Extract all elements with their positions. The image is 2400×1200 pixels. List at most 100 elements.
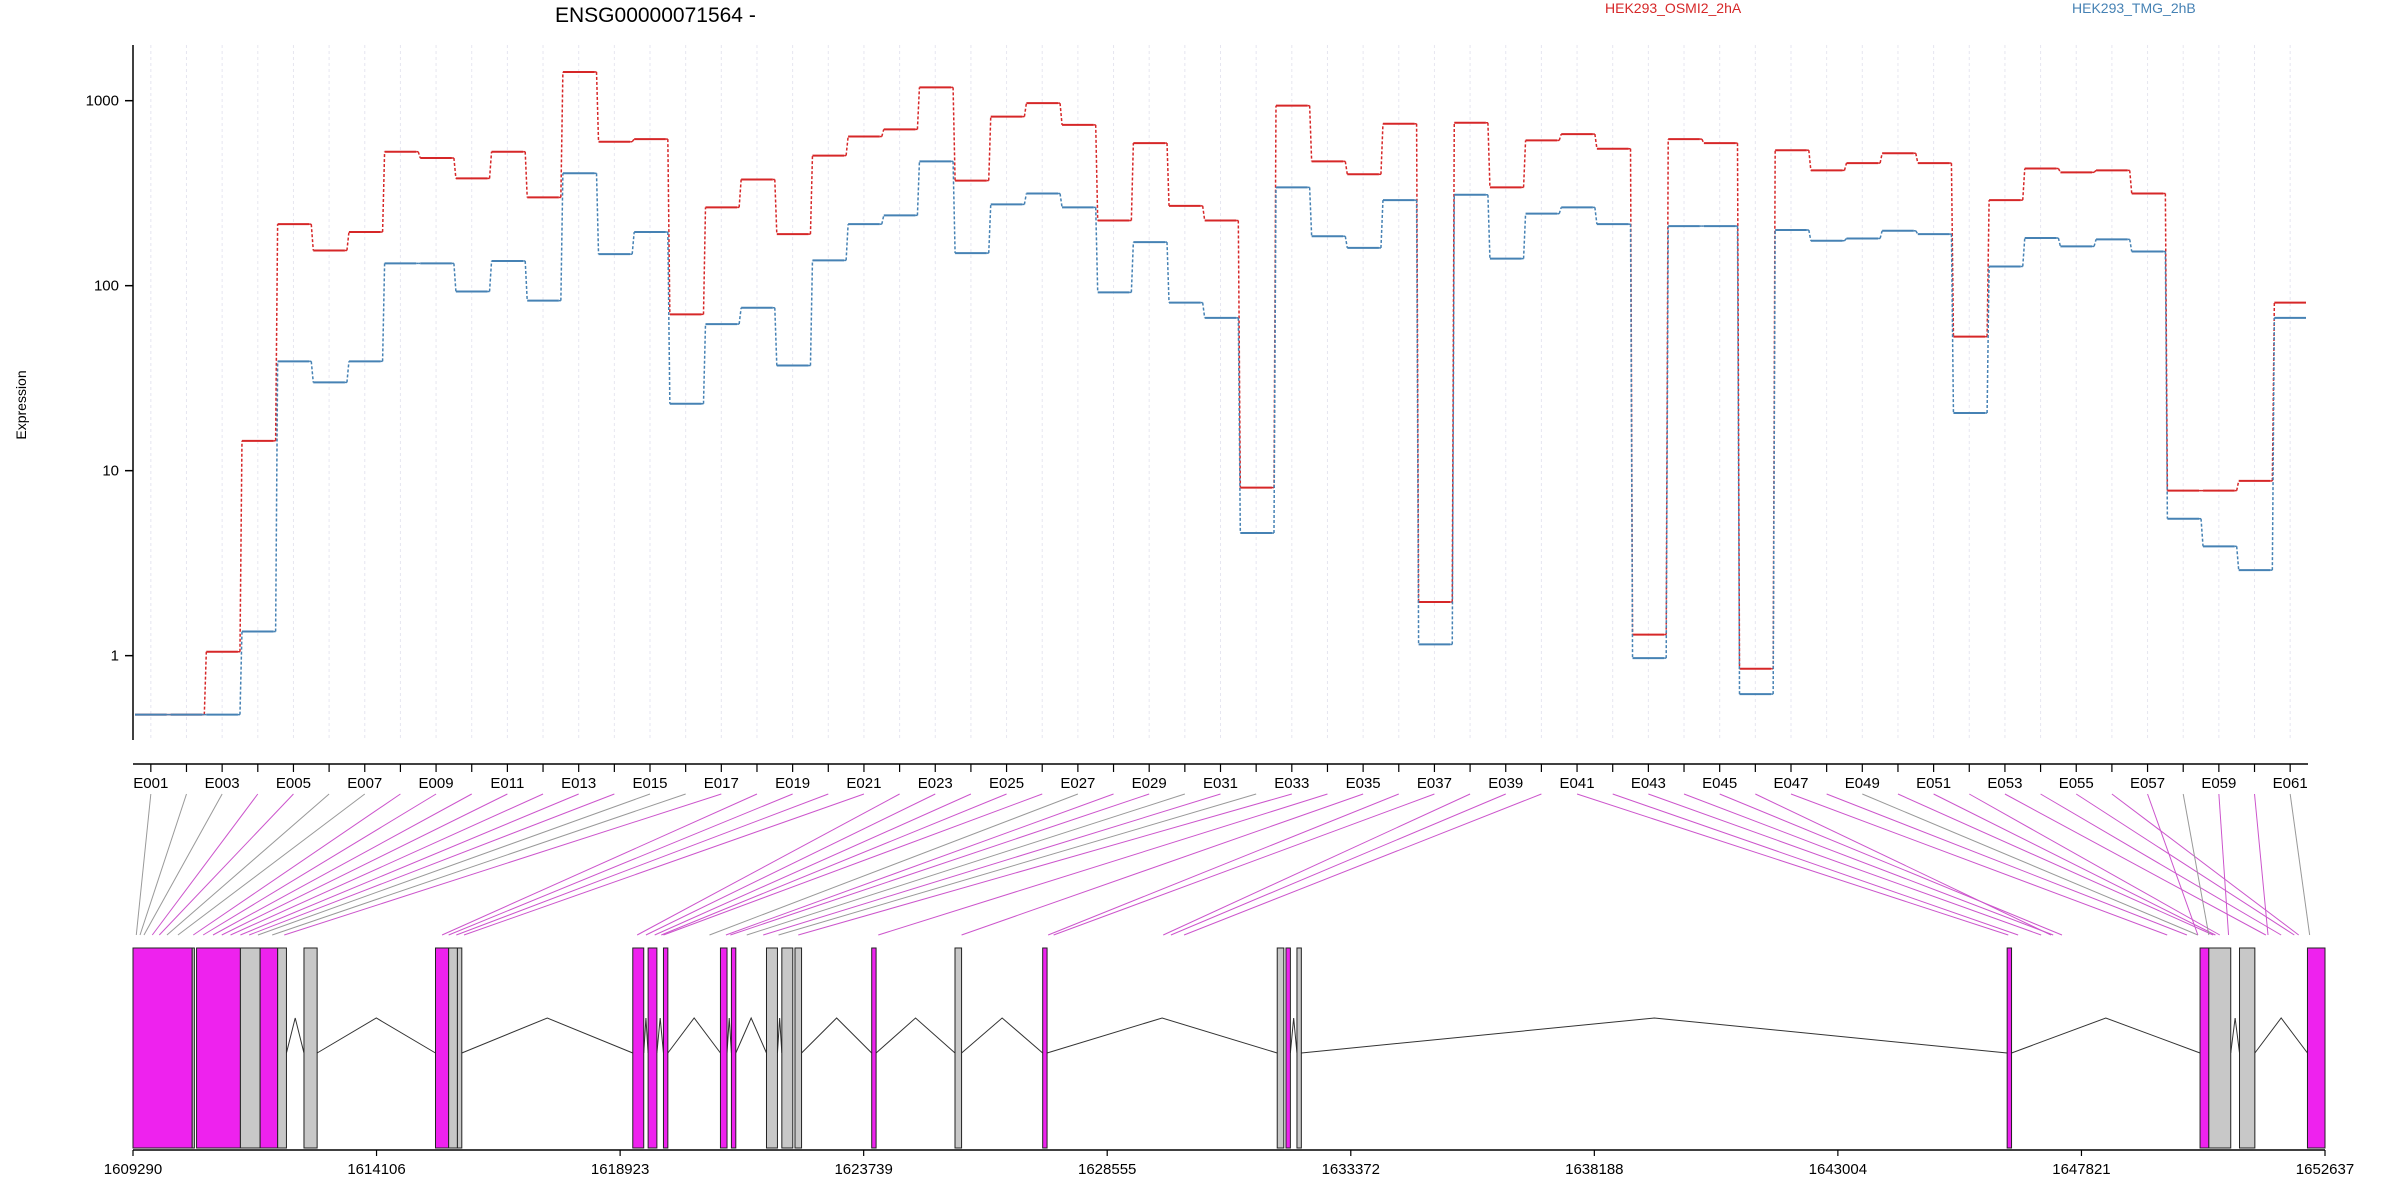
x-tick-label: E019 [775,775,810,792]
exon-connector [1862,793,2199,936]
intron-line [656,1017,664,1054]
exon-block [1296,947,1302,1149]
genomic-tick-label: 1623739 [834,1161,892,1178]
exon-block [632,947,645,1149]
exon-connector [661,793,1007,936]
exon-connector [1170,793,1506,936]
series-connector [1736,143,1741,669]
series-connector [916,161,921,216]
grid-lines [150,45,2291,740]
exon-block [456,947,463,1149]
exon-connector [202,793,437,936]
exon-connector [2182,793,2210,936]
series-connector [488,260,493,292]
y-axis-label: Expression [13,370,29,439]
series-connector [1094,124,1099,221]
exon-connector [463,793,865,936]
series-connector [560,173,564,301]
series-connector [1665,226,1669,659]
series-connector [1915,230,1919,235]
x-tick-label: E047 [1773,775,1808,792]
series-connector [1166,143,1170,206]
exon-connector [1183,793,1542,936]
series-connector [274,224,279,441]
series-connector [310,224,315,251]
exon-connector [135,793,152,936]
series-connector [1879,153,1883,164]
series-connector [2057,237,2062,247]
series-connector [1736,226,1741,695]
x-tick-label: E057 [2130,775,2165,792]
exon-connector [192,793,401,936]
exon-connector [1719,793,2063,936]
intron-line [461,1017,633,1054]
series-connector [774,307,778,366]
series-connector [239,631,243,715]
exon-block [239,947,261,1149]
series-connector [1130,242,1135,293]
genomic-tick-label: 1638188 [1565,1161,1623,1178]
series-connector [1522,140,1527,188]
series-connector [2022,237,2026,267]
genomic-tick-label: 1643004 [1809,1161,1867,1178]
series-connector [595,71,600,142]
x-tick-label: E023 [918,775,953,792]
series-connector [1380,200,1384,248]
series-connector [2164,193,2169,491]
series-connector [809,260,814,366]
series-connector [239,440,243,652]
exon-connector [158,793,294,936]
x-tick-label: E033 [1274,775,1309,792]
series-connector [1808,150,1812,171]
exon-block [2306,947,2326,1149]
series-connector [453,263,457,292]
exon-block [1276,947,1285,1149]
exon-connector [798,793,1292,936]
exon-connector [240,793,579,936]
series-connector [1130,143,1135,221]
intron-line [285,1017,305,1054]
exon-block [277,947,287,1149]
series-connector [2200,518,2204,547]
x-tick-label: E035 [1346,775,1381,792]
exon-block [954,947,963,1149]
genomic-tick-label: 1618923 [591,1161,649,1178]
intron-line [643,1017,649,1054]
series-connector [1166,242,1170,303]
exon-connector [139,793,187,936]
series-connector [987,204,992,254]
x-tick-label: E041 [1560,775,1595,792]
series-connector [1558,207,1562,214]
exon-connector [2147,793,2199,936]
series-connector [1059,103,1063,125]
intron-line [316,1017,436,1054]
series-connector [1843,162,1848,171]
series-connector [809,155,814,235]
intron-line [961,1017,1044,1054]
series-connector [1879,230,1883,239]
exon-connector [1683,793,2054,936]
exon-connector [212,793,472,936]
x-tick-label: E005 [276,775,311,792]
series-connector [1594,133,1598,149]
exon-connector [272,793,686,936]
exon-block [730,947,737,1149]
series-connector [417,151,421,159]
exon-connector [709,793,1079,936]
series-connector [881,215,885,225]
exon-block [765,947,778,1149]
exon-block [132,947,193,1149]
exon-connector [1163,793,1471,936]
genomic-tick-label: 1633372 [1322,1161,1380,1178]
exon-connector [1755,793,2052,936]
exon-block [2006,947,2013,1149]
exon-connector [1053,793,1435,936]
exon-connector [257,793,651,936]
series-connector [1237,317,1242,534]
intron-line [2254,1017,2308,1054]
intron-line [2230,1017,2241,1054]
genomic-tick-label: 1628555 [1078,1161,1136,1178]
exon-block [434,947,450,1149]
series-connector [1201,205,1206,221]
exon-block [794,947,803,1149]
